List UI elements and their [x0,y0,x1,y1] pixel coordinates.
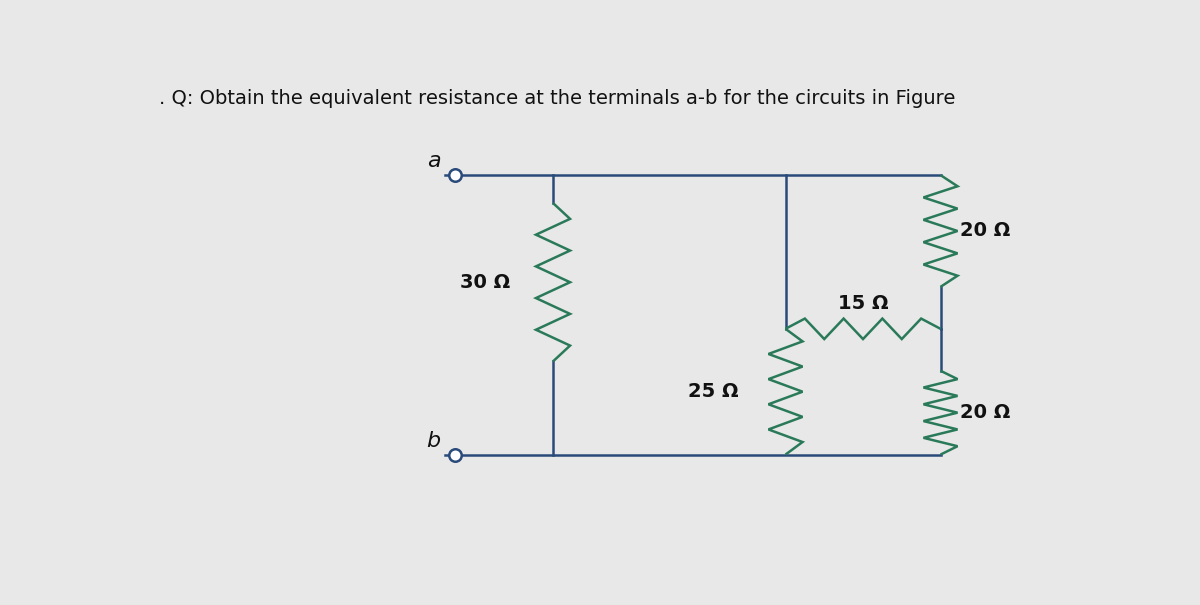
Text: 20 Ω: 20 Ω [960,403,1010,422]
Text: a: a [427,151,440,171]
Text: 25 Ω: 25 Ω [689,382,739,401]
Text: 30 Ω: 30 Ω [461,273,510,292]
Text: 20 Ω: 20 Ω [960,221,1010,241]
Text: . Q: Obtain the equivalent resistance at the terminals a-b for the circuits in F: . Q: Obtain the equivalent resistance at… [160,89,955,108]
Text: 15 Ω: 15 Ω [838,293,888,313]
Text: b: b [426,431,440,451]
